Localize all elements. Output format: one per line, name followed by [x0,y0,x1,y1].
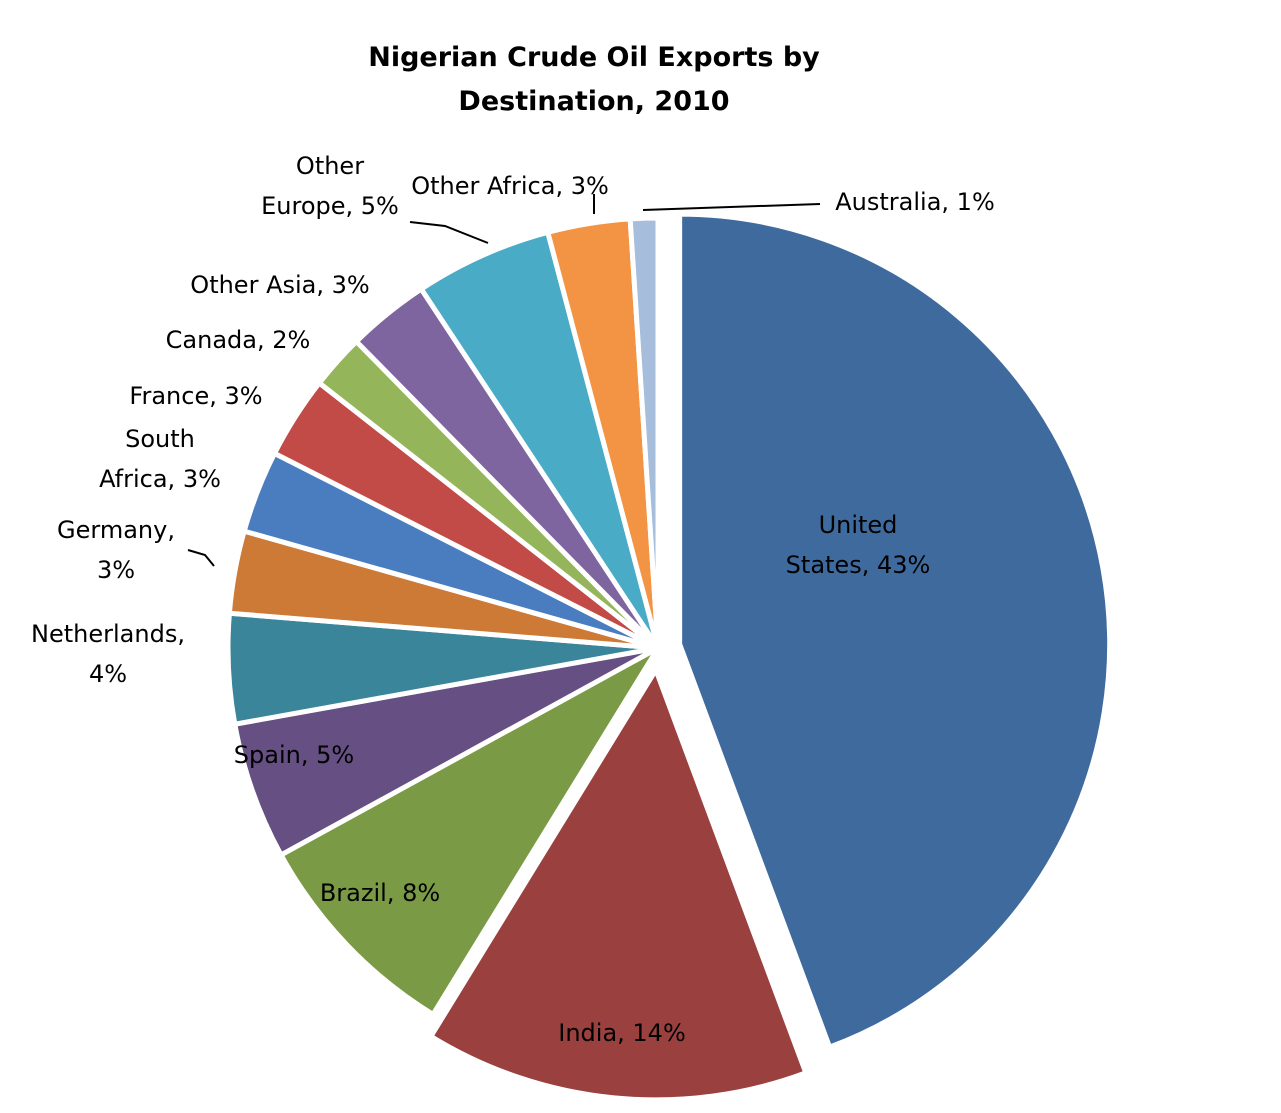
slice-label-line: Australia, 1% [835,188,995,216]
slice-label-line: South [125,425,195,453]
slice-label-line: Netherlands, [31,620,185,648]
slice-label-other-africa: Other Africa, 3% [411,172,609,200]
leader-line-germany [187,549,215,567]
pie-slice-other-europe [417,229,661,650]
slice-label-united-states: United States, 43% [786,511,931,579]
slice-label-other-asia: Other Asia, 3% [190,271,369,299]
slice-label-line: France, 3% [129,382,262,410]
chart-title-line-1: Nigerian Crude Oil Exports by [368,42,820,73]
slice-label-netherlands: Netherlands, 4% [31,620,185,688]
slice-label-line: Other [296,152,364,180]
slice-label-line: Other Africa, 3% [411,172,609,200]
leader-line-australia [642,203,821,211]
slice-labels: United States, 43% India, 14% Brazil, 8% Spa… [31,152,995,1047]
slice-label-line: Europe, 5% [261,192,399,220]
slice-label-line: United [819,511,898,539]
pie-slice-united-states [677,211,1113,1051]
slice-label-india: India, 14% [558,1019,686,1047]
slice-label-line: Canada, 2% [166,326,311,354]
slice-label-france: France, 3% [129,382,262,410]
slice-label-line: Africa, 3% [99,465,221,493]
slice-label-australia: Australia, 1% [835,188,995,216]
pie-slice-spain [231,645,660,859]
slice-label-line: Spain, 5% [234,741,354,769]
slice-label-brazil: Brazil, 8% [320,879,440,907]
label-leader-lines [187,194,821,567]
slice-label-line: Germany, [57,516,175,544]
slice-label-spain: Spain, 5% [234,741,354,769]
slice-label-line: India, 14% [558,1019,686,1047]
slice-label-south-africa: South Africa, 3% [99,425,221,493]
slice-label-line: States, 43% [786,551,931,579]
chart-title-line-2: Destination, 2010 [458,86,729,117]
slice-label-line: 4% [89,660,127,688]
pie-slice-brazil [277,641,666,1018]
slice-label-line: Brazil, 8% [320,879,440,907]
slice-label-germany: Germany, 3% [57,516,175,584]
slice-label-line: Other Asia, 3% [190,271,369,299]
pie-slice-australia [627,215,661,649]
leader-line-other-europe [409,221,489,244]
pie-slices [225,211,1113,1103]
slice-label-other-europe: Other Europe, 5% [261,152,399,220]
slice-label-canada: Canada, 2% [166,326,311,354]
pie-slice-india [427,664,810,1103]
slice-label-line: 3% [97,556,135,584]
